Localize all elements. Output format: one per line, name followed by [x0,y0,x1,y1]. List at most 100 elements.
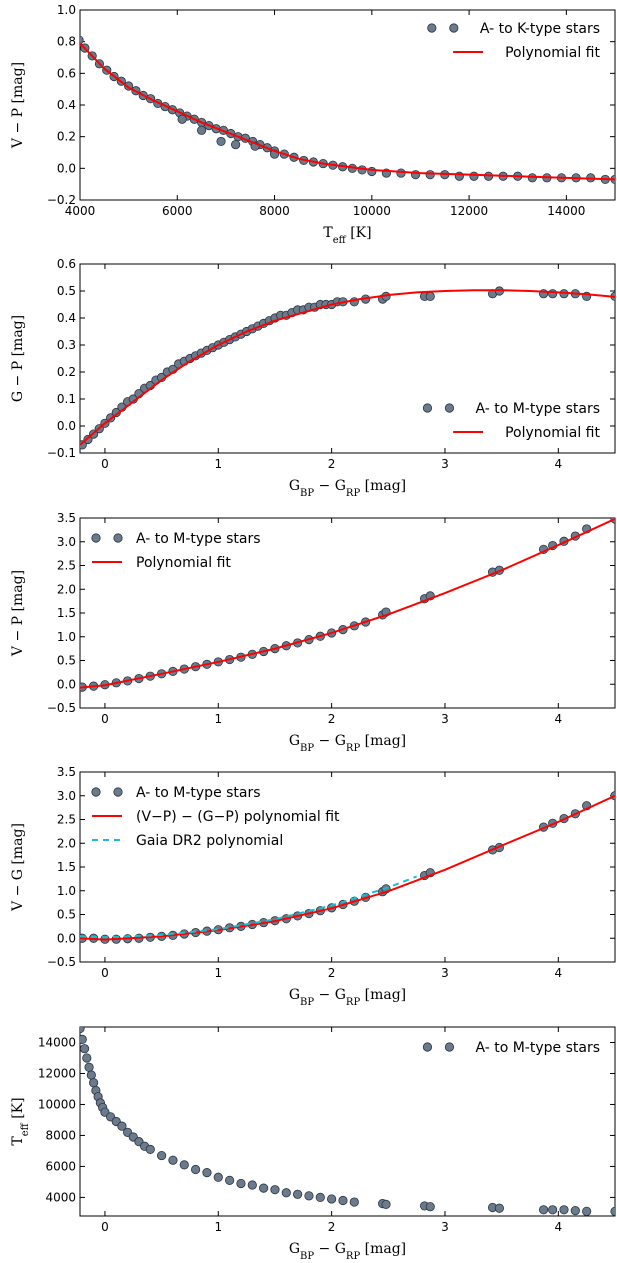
x-tick-label: 8000 [259,204,290,218]
x-tick-label: 4 [555,1220,563,1234]
legend-marker [422,1042,433,1052]
x-tick-label: 6000 [162,204,193,218]
y-tick-label: 4000 [45,1190,76,1204]
y-tick-label: −0.5 [47,955,76,969]
x-axis-label: GBP − GRP [mag] [289,987,406,1008]
y-tick-label: 3.5 [57,511,76,525]
y-tick-label: 0.5 [57,284,76,298]
data-point [247,1180,257,1190]
y-tick-label: 12000 [38,1066,76,1080]
chart-1: 4000 6000 8000 10000 12000 14000 −0.2 0.0 0.2 0.4… [10,3,616,246]
x-tick-label: 2 [328,1220,336,1234]
data-point [80,1034,87,1044]
y-tick-label: −0.2 [47,193,76,207]
data-point [327,1194,337,1204]
legend-marker [444,1042,455,1052]
plot-area [80,518,615,692]
legend-label: Polynomial fit [505,425,600,441]
legend-label: A- to K-type stars [480,21,600,37]
data-point [315,1192,325,1203]
data-point [80,35,84,45]
plot-frame [79,263,616,454]
legend-label: A- to M-type stars [136,785,261,801]
x-tick-label: 0 [101,457,109,471]
y-tick-label: 0.1 [57,392,76,406]
x-tick-label: 4 [555,712,563,726]
data-point [570,1205,580,1216]
x-axis-label: Teff [K] [323,225,371,246]
y-tick-label: 1.0 [57,884,76,898]
y-tick-label: 8000 [45,1128,76,1142]
y-tick-label: 2.5 [57,813,76,827]
y-tick-label: 0.2 [57,365,76,379]
x-tick-label: 1 [214,457,222,471]
y-tick-label: 2.0 [57,836,76,850]
data-point [177,114,187,124]
x-tick-label: 3 [441,712,449,726]
data-point [610,1206,615,1216]
y-tick-label: 1.5 [57,606,76,620]
y-tick-label: 3.0 [57,535,76,549]
y-tick-label: 1.0 [57,3,76,17]
data-point [425,291,435,301]
data-point [425,1202,435,1212]
series-line-2 [80,289,615,446]
legend-label: A- to M-type stars [136,531,261,547]
data-point [582,1206,592,1216]
legend-label: (V−P) − (G−P) polynomial fit [136,809,340,825]
data-point [527,173,537,183]
y-tick-label: 0.0 [57,419,76,433]
x-tick-label: 4 [555,966,563,980]
data-point [469,171,479,181]
data-point [157,1150,167,1161]
data-point [304,1191,314,1201]
data-point [259,1183,269,1193]
legend-marker [449,23,459,33]
plot-area [80,791,615,944]
series-line-2 [80,794,615,941]
legend: A- to M-type stars Polynomial fit [91,531,261,571]
data-point [86,1070,96,1080]
data-point [196,125,207,135]
x-tick-label: 0 [101,712,109,726]
data-point [425,170,435,180]
data-point [538,1205,549,1215]
data-point [548,1205,558,1215]
data-point [117,1121,127,1131]
y-tick-label: 0.0 [57,677,76,691]
data-point [381,1199,391,1209]
y-axis-label: V − P [mag] [10,62,26,149]
y-tick-label: 0.2 [57,130,76,144]
legend-label: Polynomial fit [136,555,231,571]
x-tick-label: 3 [441,457,449,471]
data-point [191,1164,201,1175]
y-tick-label: 3.5 [57,765,76,779]
data-point [396,168,406,178]
legend-label: A- to M-type stars [475,401,600,417]
x-tick-label: 1 [214,1220,222,1234]
data-point [84,1062,94,1072]
x-tick-label: 3 [441,1220,449,1234]
y-tick-label: 1.5 [57,860,76,874]
legend-marker [91,787,101,797]
y-tick-label: 14000 [38,1035,76,1049]
y-axis-label: V − P [mag] [10,570,26,657]
y-tick-label: −0.1 [47,446,76,460]
x-tick-label: 0 [101,966,109,980]
plot-area [80,35,615,185]
data-point [236,1178,246,1189]
data-point [89,1078,99,1088]
plot-area [80,1027,615,1216]
data-point [82,1053,92,1063]
plot-area [80,286,615,450]
y-tick-label: 6000 [45,1159,76,1173]
legend: A- to M-type stars [422,1040,600,1056]
data-point [80,1044,90,1054]
legend: A- to K-type stars Polynomial fit [427,21,600,61]
data-point [270,1185,280,1195]
series-line-3 [80,875,418,939]
data-point [349,1197,359,1207]
y-axis-label: Teff [K] [10,1097,31,1145]
y-tick-label: 0.6 [57,66,76,80]
